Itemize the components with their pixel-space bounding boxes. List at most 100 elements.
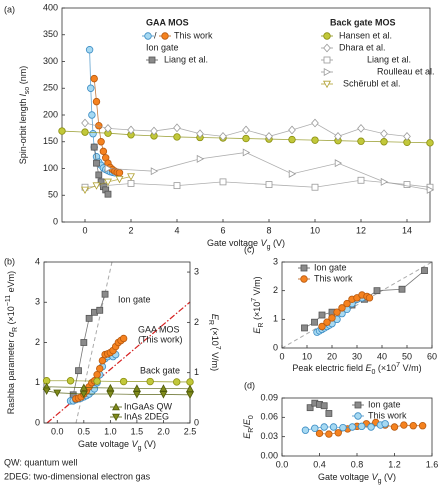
y-tick-label: 0 [53,216,58,226]
data-point [173,123,181,133]
data-point [311,318,318,326]
legend-label: Liang et al. [367,54,411,64]
data-point [159,384,168,392]
legend-label: Ion gate [368,399,401,409]
data-point [301,426,310,434]
data-point [288,169,297,178]
y-tick-label: 3 [273,256,278,266]
data-point [311,136,319,144]
y-tick-label: 350 [43,29,58,39]
data-point [365,294,374,302]
label-part: R [207,320,214,325]
y-tick-label: 300 [43,56,58,66]
x-tick-label: 0.8 [351,459,364,469]
legend-marker [144,32,152,40]
label-part: (nm) [18,66,28,87]
legend-label: Ion gate [314,262,347,272]
label-part: g [138,445,142,452]
x-tick-label: 0.0 [276,459,289,469]
data-point [315,429,324,438]
label-part: 7 [214,346,221,350]
data-point [357,137,365,145]
annotation: GAA MOS [138,324,180,334]
y-tick-label: 100 [43,163,58,173]
data-point [328,314,336,322]
panel-label: (b) [4,256,15,266]
data-point [403,181,411,188]
data-point [186,378,194,386]
x-tick-label: 40 [377,351,387,361]
legend-marker [300,275,308,283]
y-tick-label: 2 [273,285,278,295]
legend-marker [148,56,156,64]
data-point [333,308,341,316]
data-point [325,430,333,438]
data-point [127,125,135,135]
label-part: E [242,432,252,439]
series-line [107,152,431,191]
x-tick-label: 30 [352,351,362,361]
y-tick-label: 1 [35,377,40,387]
label-part: so [24,87,31,95]
label-part: Peak electric field [292,363,365,373]
legend-marker [323,68,332,76]
guide-line [281,261,433,349]
data-point [400,421,408,429]
label-part: E [365,363,372,373]
data-point [242,148,251,157]
y-tick-label: 2 [35,337,40,347]
y2-tick-label: 1 [194,367,199,377]
data-point [95,171,103,179]
data-point [196,154,205,163]
data-point [265,131,273,141]
note: QW: quantum well [4,457,77,467]
label-part: −11 [5,295,12,306]
data-point [318,311,326,319]
data-point [311,424,319,432]
legend-marker [112,413,120,422]
data-point [426,139,434,147]
panel-label: (c) [244,244,255,254]
axis-label: Spin-orbit length lso (nm) [18,66,31,164]
data-point [132,384,141,392]
legend-label: InAs 2DEG [124,411,169,421]
label-part: R [258,323,265,328]
data-point [338,304,346,312]
data-point [115,175,124,184]
label-part: g [267,244,271,251]
legend-marker [300,264,308,272]
label-part: E [252,327,262,334]
data-point [104,123,112,133]
data-point [173,378,181,386]
data-point [150,167,159,176]
data-point [325,410,333,417]
label-part: V [261,238,268,248]
data-point [93,377,101,385]
data-point [132,391,141,399]
data-point [421,267,428,275]
label-part: α [6,331,16,337]
data-point [173,133,181,141]
data-point [219,178,227,186]
label-part: (V) [141,439,156,449]
legend-marker [112,402,120,411]
data-point [196,129,204,139]
label-part: (×10 [6,306,16,327]
legend-group: Ion gate [146,42,179,52]
label-part: V/m) [210,350,220,372]
data-point [334,131,342,141]
label-part: g [378,478,382,485]
data-point [101,290,109,298]
label-part: Gate voltage [318,472,372,482]
y-tick-label: 0.06 [260,412,278,422]
y-tick-label: 0 [35,417,40,427]
data-point [173,182,181,190]
series-line [305,423,386,431]
legend-marker [354,401,362,409]
data-point [380,177,389,186]
x-tick-label: 8 [266,225,271,235]
y-tick-label: 200 [43,109,58,119]
x-tick-label: 1.2 [388,459,401,469]
data-point [93,371,101,379]
axis-label: Peak electric field E0 (×107 V/m) [292,362,421,376]
